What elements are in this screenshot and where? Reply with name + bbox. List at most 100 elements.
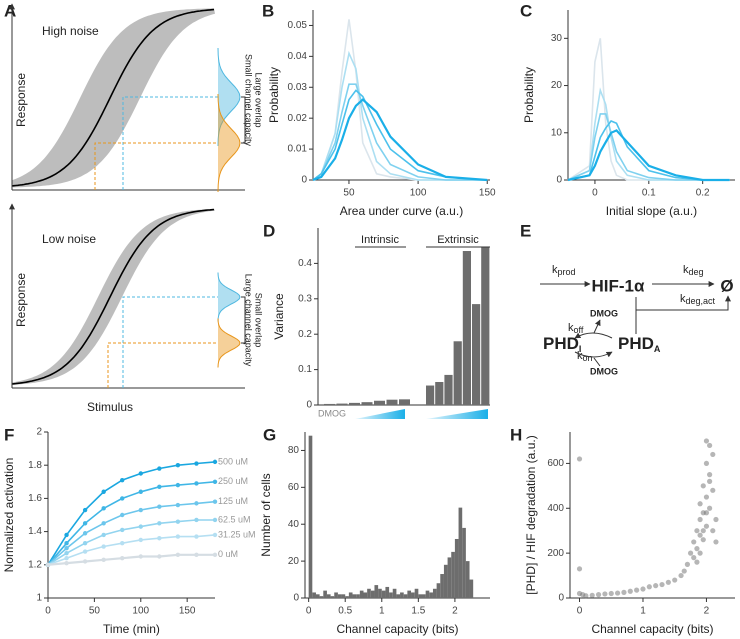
bar [444, 374, 453, 405]
point [82, 521, 88, 526]
series-line [567, 113, 730, 181]
y-axis-label: [PHD] / HIF degradation (a.u.) [524, 435, 538, 594]
y-tick-label: 200 [547, 548, 564, 559]
bar [315, 594, 320, 598]
panel-letter: H [510, 425, 522, 444]
bar [418, 594, 422, 598]
point [691, 539, 697, 545]
x-tick-label: 0 [306, 606, 312, 617]
point [595, 592, 602, 598]
x-axis-label: Channel capacity (bits) [591, 622, 713, 636]
y-axis-label: Probability [267, 67, 281, 123]
dmog-label: DMOG [590, 366, 618, 376]
point [101, 532, 106, 538]
x-tick-label: 100 [132, 606, 149, 617]
x-tick-label: 50 [343, 188, 355, 199]
point [703, 494, 710, 500]
point [175, 502, 181, 508]
x-tick-label: 1 [640, 606, 646, 617]
point [602, 591, 608, 597]
point [703, 438, 710, 444]
point [707, 478, 713, 484]
bar [392, 588, 397, 598]
point [175, 519, 181, 524]
y-tick-label: 0 [306, 400, 312, 411]
x-tick-label: 1.5 [411, 606, 425, 617]
bar [374, 585, 379, 598]
bracket [241, 96, 246, 144]
x-tick-label: 100 [410, 188, 427, 199]
node-subscript: A [654, 344, 661, 354]
point [212, 552, 218, 558]
bar [330, 596, 335, 598]
point [707, 505, 713, 511]
bar [367, 588, 371, 598]
panel-letter: D [263, 221, 275, 240]
bar [319, 596, 324, 598]
point [101, 506, 106, 511]
y-axis-label: Number of cells [259, 473, 273, 556]
point [120, 555, 125, 561]
point [194, 552, 199, 558]
rate-label: kon [577, 350, 593, 363]
bar [326, 594, 331, 598]
point [82, 559, 88, 564]
point [138, 554, 143, 559]
bar [312, 592, 316, 598]
point [175, 534, 181, 539]
point [697, 550, 703, 556]
series-label: 31.25 uM [218, 529, 256, 539]
point [665, 579, 671, 585]
point [672, 577, 678, 583]
bar [403, 594, 408, 598]
annotation: Large overlap [254, 72, 264, 127]
y-tick-label: 0.02 [288, 113, 308, 124]
y-tick-label: 20 [551, 80, 563, 91]
x-axis-label: Initial slope (a.u.) [606, 204, 697, 218]
point [614, 590, 621, 596]
point [710, 451, 716, 458]
bar [465, 561, 470, 598]
noise-band [12, 8, 215, 188]
point [710, 528, 716, 534]
bar [462, 251, 471, 405]
rate-label: kdeg [683, 264, 704, 277]
panel-letter: E [520, 221, 531, 240]
y-tick-label: 0.01 [288, 144, 308, 155]
y-tick-label: 30 [551, 33, 563, 44]
series-line [47, 534, 216, 566]
y-tick-label: 400 [547, 503, 564, 514]
point [82, 541, 88, 546]
bar [308, 435, 313, 598]
point [212, 479, 218, 484]
x-tick-label: 0.1 [642, 188, 656, 199]
series-line [312, 83, 488, 181]
point [64, 541, 69, 546]
point [138, 537, 143, 543]
bar [324, 403, 335, 405]
point [157, 484, 162, 489]
rate-k: k [680, 293, 686, 305]
point [157, 536, 162, 541]
bar [389, 592, 393, 598]
point [120, 512, 125, 518]
guide-line [107, 342, 218, 388]
bar [359, 590, 364, 598]
point [687, 550, 694, 556]
point [713, 539, 719, 545]
bar [443, 564, 448, 598]
panel-letter: C [520, 1, 532, 20]
annotation: Large channel capacity [244, 274, 254, 367]
x-tick-label: 0 [577, 606, 583, 617]
series-line [567, 129, 730, 182]
bar [381, 590, 386, 598]
series-label: 500 uM [218, 456, 248, 466]
point [684, 561, 691, 567]
point [212, 459, 218, 465]
response-curve [11, 208, 215, 385]
panel-letter: G [263, 425, 276, 444]
bar [435, 381, 444, 405]
y-tick-label: 1 [36, 593, 42, 604]
bar [436, 583, 441, 598]
point [82, 549, 88, 554]
